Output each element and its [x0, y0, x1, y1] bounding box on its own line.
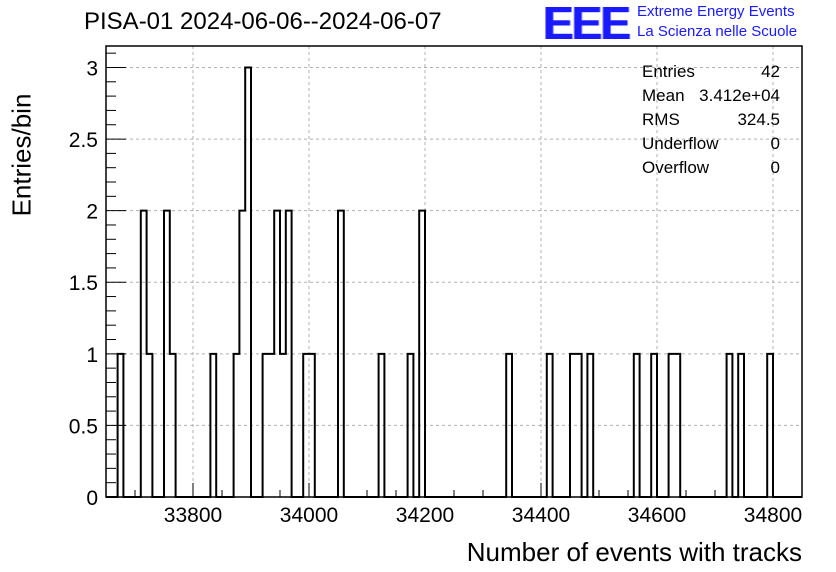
stats-value: 0	[770, 158, 780, 177]
stats-label: Underflow	[642, 134, 719, 153]
chart-title: PISA-01 2024-06-06--2024-06-07	[84, 8, 442, 35]
x-tick-label: 33800	[164, 504, 222, 527]
axis-ticks	[105, 52, 803, 498]
stats-row: Mean 3.412e+04	[642, 84, 780, 108]
stats-row: RMS 324.5	[642, 108, 780, 132]
y-tick-label: 2	[86, 201, 98, 224]
stats-label: RMS	[642, 110, 680, 129]
stats-row: Entries 42	[642, 60, 780, 84]
y-tick-label: 0	[86, 487, 98, 510]
stats-row: Overflow 0	[642, 156, 780, 180]
stats-row: Underflow 0	[642, 132, 780, 156]
eee-logo: EEE	[543, 0, 631, 49]
y-tick-label: 3	[86, 57, 98, 80]
logo-caption: Extreme Energy Events La Scienza nelle S…	[637, 2, 797, 42]
axis-tick-labels: 33800 34000 34200 34400 34600 3480000.511.522…	[69, 57, 802, 527]
y-tick-label: 1.5	[69, 272, 98, 295]
logo-line-2: La Scienza nelle Scuole	[637, 23, 798, 40]
grid-lines	[106, 46, 802, 497]
y-tick-label: 1	[86, 344, 98, 367]
stats-box: Entries 42 Mean 3.412e+04 RMS 324.5 Underflow 0…	[642, 60, 780, 180]
x-tick-label: 34600	[628, 504, 686, 527]
stats-label: Overflow	[642, 158, 710, 177]
y-axis-label: Entries/bin	[6, 93, 37, 217]
y-tick-label: 2.5	[69, 129, 98, 152]
x-axis-label: Number of events with tracks	[466, 537, 802, 567]
stats-label: Mean	[642, 86, 685, 105]
x-tick-label: 34200	[396, 504, 454, 527]
stats-value: 42	[761, 62, 780, 81]
logo-line-1: Extreme Energy Events	[637, 3, 795, 20]
stats-label: Entries	[642, 62, 695, 81]
stats-value: 0	[770, 134, 780, 153]
x-tick-label: 34000	[280, 504, 338, 527]
y-tick-label: 0.5	[69, 415, 98, 438]
x-tick-label: 34400	[512, 504, 570, 527]
stats-value: 3.412e+04	[699, 86, 780, 105]
y-axis-label-box: Entries/bin	[6, 94, 38, 217]
stats-value: 324.5	[737, 110, 780, 129]
x-tick-label: 34800	[744, 504, 802, 527]
